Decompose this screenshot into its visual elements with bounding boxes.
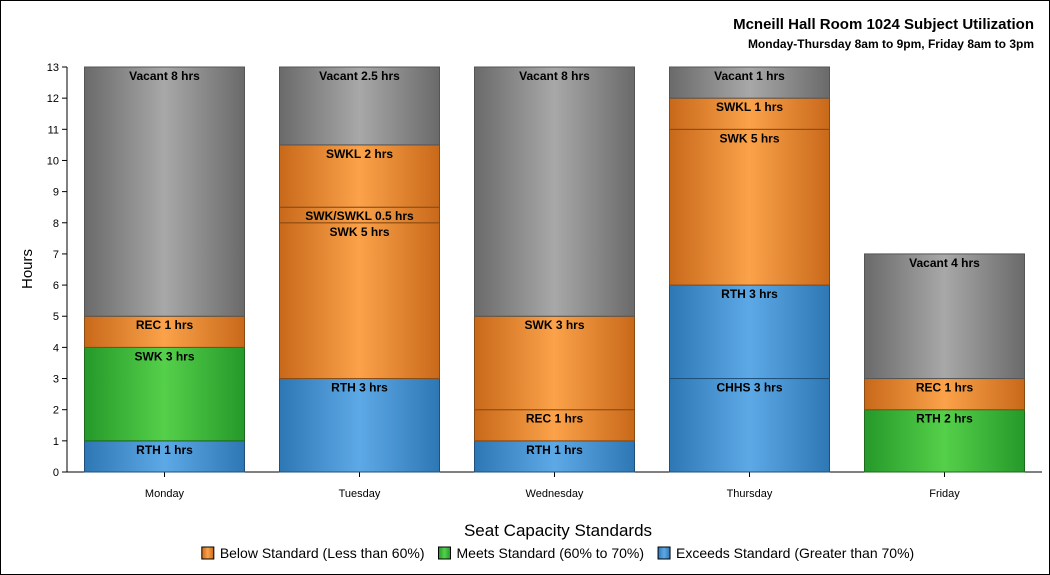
x-tick-label: Thursday (727, 488, 773, 500)
bar-segment (84, 66, 245, 317)
chart-title: Mcneill Hall Room 1024 Subject Utilizati… (733, 16, 1034, 33)
y-tick-label: 4 (53, 342, 59, 354)
bar-segment-label: SWK 5 hrs (329, 225, 389, 239)
chart-subtitle: Monday-Thursday 8am to 9pm, Friday 8am t… (748, 37, 1034, 51)
bar-segment-label: SWKL 1 hrs (716, 100, 783, 114)
bar-segment-label: RTH 2 hrs (916, 412, 973, 426)
bar-segment (864, 253, 1025, 380)
bar-segment (669, 66, 830, 99)
bar-segment-label: SWK 5 hrs (719, 131, 779, 145)
bar-segment (84, 440, 245, 473)
y-tick-label: 0 (53, 467, 59, 479)
y-tick-label: 2 (53, 405, 59, 417)
bar-segment-label: RTH 3 hrs (721, 287, 778, 301)
bar-segment-label: REC 1 hrs (136, 318, 194, 332)
legend-title: Seat Capacity Standards (464, 521, 652, 540)
y-axis-label: Hours (19, 249, 36, 289)
y-tick-label: 3 (53, 374, 59, 386)
bar-segment-label: RTH 1 hrs (526, 443, 583, 457)
y-tick-label: 10 (47, 155, 59, 167)
bar-segment (279, 66, 440, 146)
bar-segment-label: SWKL 2 hrs (326, 147, 393, 161)
bar-segment (474, 66, 635, 317)
bar-segment-label: RTH 1 hrs (136, 443, 193, 457)
y-tick-label: 12 (47, 93, 59, 105)
y-tick-label: 9 (53, 187, 59, 199)
legend: Below Standard (Less than 60%) Meets Stan… (201, 545, 914, 561)
legend-swatch-meets (438, 546, 451, 560)
y-tick-label: 13 (47, 62, 59, 74)
bar-segment-label: RTH 3 hrs (331, 381, 388, 395)
y-tick-label: 5 (53, 311, 59, 323)
bar-segment (84, 315, 245, 348)
bar-segment (279, 144, 440, 208)
bar-segment-label: Vacant 1 hrs (714, 69, 785, 83)
bar-segment (864, 378, 1025, 411)
bar-segment-label: Vacant 4 hrs (909, 256, 980, 270)
legend-item-label: Below Standard (Less than 60%) (220, 545, 425, 561)
bar-segment (669, 378, 830, 473)
bar-segment-label: SWK 3 hrs (134, 349, 194, 363)
y-tick-label: 1 (53, 436, 59, 448)
bar-segment (279, 378, 440, 473)
bar-segment (474, 440, 635, 473)
bar-segment-label: SWK 3 hrs (524, 318, 584, 332)
bar-segment-label: Vacant 2.5 hrs (319, 69, 400, 83)
y-tick-label: 6 (53, 280, 59, 292)
bar-segment-label: Vacant 8 hrs (519, 69, 590, 83)
legend-swatch-below (201, 546, 215, 560)
bar-segment (279, 222, 440, 380)
bar-segment-label: CHHS 3 hrs (716, 381, 782, 395)
x-tick-label: Wednesday (526, 488, 584, 500)
y-tick-label: 7 (53, 249, 59, 261)
legend-item-label: Meets Standard (60% to 70%) (457, 545, 645, 561)
x-tick-label: Friday (929, 488, 960, 500)
y-tick-label: 8 (53, 218, 59, 230)
bar-segment-label: SWK/SWKL 0.5 hrs (305, 209, 414, 223)
bar-segment-label: Vacant 8 hrs (129, 69, 200, 83)
y-tick-label: 11 (48, 124, 59, 136)
bar-segment (864, 409, 1025, 473)
legend-swatch-exceeds (657, 546, 671, 560)
bar-segment (474, 315, 635, 411)
x-tick-label: Tuesday (339, 488, 381, 500)
bar-segment (84, 346, 245, 442)
x-tick-label: Monday (145, 488, 185, 500)
bar-segment (669, 128, 830, 286)
legend-item-label: Exceeds Standard (Greater than 70%) (676, 545, 914, 561)
bar-segment-label: REC 1 hrs (916, 381, 974, 395)
bar-segment-label: REC 1 hrs (526, 412, 584, 426)
